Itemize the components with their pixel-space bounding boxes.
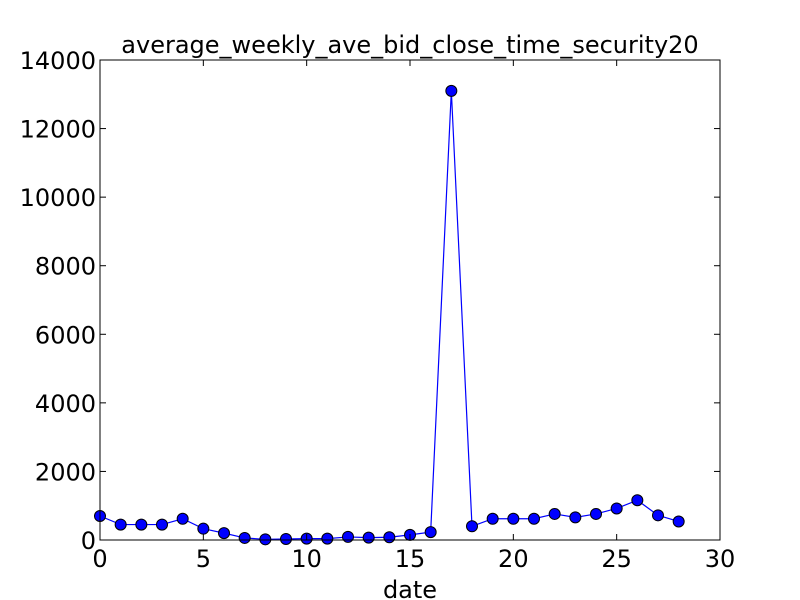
data-point [631, 494, 644, 507]
data-point [259, 533, 272, 546]
data-point [528, 512, 540, 525]
y-tick-label: 2000 [35, 458, 96, 486]
x-tick-label: 10 [291, 545, 322, 573]
y-tick-label: 14000 [20, 47, 96, 75]
series-line [99, 90, 679, 540]
data-point [156, 518, 168, 531]
data-point [218, 527, 230, 540]
x-tick-label: 25 [601, 545, 632, 573]
data-point [197, 522, 210, 535]
data-point [652, 509, 664, 522]
data-point [280, 532, 292, 545]
data-point [590, 507, 602, 520]
data-point [466, 520, 478, 533]
data-point [383, 531, 396, 544]
data-point [424, 526, 437, 539]
data-point [672, 515, 685, 528]
data-point [362, 531, 375, 544]
y-tick-label: 8000 [35, 253, 96, 281]
data-point [135, 518, 148, 531]
data-point [114, 518, 127, 531]
y-tick-label: 4000 [35, 390, 96, 418]
x-tick-label: 0 [92, 545, 107, 573]
y-tick-label: 10000 [20, 184, 96, 212]
data-point [321, 532, 334, 545]
data-point [176, 512, 189, 525]
x-tick-label: 20 [498, 545, 529, 573]
y-tick-label: 12000 [20, 116, 96, 144]
data-point [507, 512, 520, 525]
data-point [569, 511, 582, 524]
x-axis-label: date [383, 576, 437, 600]
data-point [610, 502, 623, 515]
data-point [486, 512, 499, 525]
data-point [342, 530, 354, 543]
data-point [548, 507, 561, 520]
y-tick-label: 6000 [35, 321, 96, 349]
data-point [238, 531, 251, 544]
chart-title: average_weekly_ave_bid_close_time_securi… [121, 31, 698, 59]
plot-frame [99, 59, 721, 541]
x-tick-label: 15 [395, 545, 426, 573]
data-point [445, 84, 458, 97]
x-tick-label: 30 [705, 545, 736, 573]
x-tick-label: 5 [196, 545, 211, 573]
y-tick-label: 0 [81, 527, 96, 555]
